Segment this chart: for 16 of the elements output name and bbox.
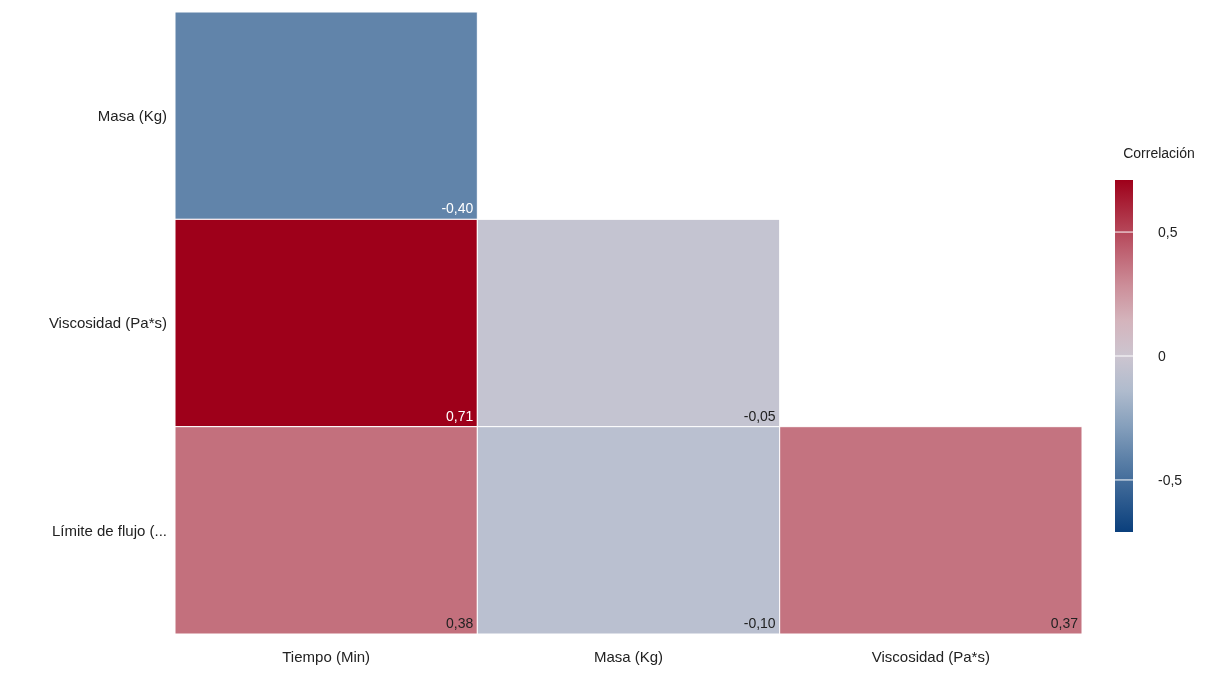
color-bar-label: 0 (1158, 347, 1166, 364)
color-bar-label: 0,5 (1158, 223, 1178, 240)
x-tick-label: Tiempo (Min) (282, 648, 371, 665)
data-label: -0,10 (743, 615, 776, 631)
color-bar-title: Correlación (1123, 145, 1195, 161)
data-label: -0,40 (441, 200, 474, 217)
x-tick-label: Masa (Kg) (593, 648, 664, 665)
data-label: 0,38 (446, 615, 474, 631)
data-label: 0,71 (446, 407, 474, 424)
data-label: 0,37 (1050, 615, 1079, 631)
data-label: -0,05 (743, 407, 776, 424)
y-tick-label: Viscosidad (Pa*s) (48, 314, 167, 332)
y-tick-label: Masa (Kg) (97, 106, 167, 124)
y-tick-label: Límite de flujo (... (51, 521, 167, 539)
x-tick-label: Viscosidad (Pa*s) (871, 648, 990, 665)
color-bar-label: -0,5 (1158, 471, 1183, 488)
